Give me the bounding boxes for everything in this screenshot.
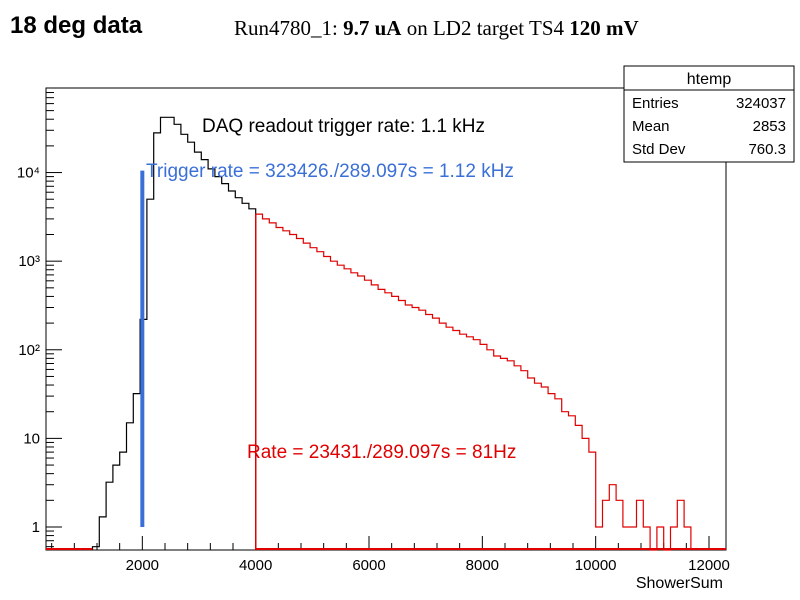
y-tick-label: 10² xyxy=(18,342,40,359)
x-axis-label: ShowerSum xyxy=(636,575,723,592)
x-tick-label: 10000 xyxy=(575,557,617,574)
x-tick-label: 4000 xyxy=(239,557,272,574)
y-tick-label: 1 xyxy=(32,519,40,536)
x-tick-label: 12000 xyxy=(688,557,730,574)
daq-annotation: DAQ readout trigger rate: 1.1 kHz xyxy=(202,116,485,137)
stats-stddev-value: 760.3 xyxy=(748,141,786,158)
series-layer xyxy=(46,116,726,551)
axis-ticks xyxy=(46,87,710,550)
stats-entries-label: Entries xyxy=(632,95,679,112)
run-info: Run4780_1: 9.7 uA on LD2 target TS4 120 … xyxy=(234,16,639,41)
axis-tick-labels: 2000 4000 6000 8000 10000 12000 1 10 10² 10³ 10⁴ xyxy=(17,165,730,574)
histogram-series-1 xyxy=(255,213,692,551)
stats-entries-value: 324037 xyxy=(736,95,786,112)
rate-annotation: Rate = 23431./289.097s = 81Hz xyxy=(247,442,516,463)
stats-mean-value: 2853 xyxy=(753,118,786,135)
x-tick-label: 8000 xyxy=(466,557,499,574)
stats-stddev-label: Std Dev xyxy=(632,141,686,158)
stats-box-title: htemp xyxy=(687,71,732,88)
x-tick-label: 6000 xyxy=(352,557,385,574)
y-tick-label: 10⁴ xyxy=(17,165,40,182)
beam-current: 9.7 uA xyxy=(343,16,402,40)
stats-box: htemp Entries 324037 Mean 2853 Std Dev 7… xyxy=(623,65,795,163)
stats-mean-label: Mean xyxy=(632,118,670,135)
x-tick-label: 2000 xyxy=(126,557,159,574)
slide-title: 18 deg data xyxy=(10,12,143,39)
run-info-prefix: Run4780_1: xyxy=(234,16,344,40)
histogram-series-0 xyxy=(91,116,257,550)
run-info-target: on LD2 target TS4 xyxy=(401,16,570,40)
trigger-rate-annotation: Trigger rate = 323426./289.097s = 1.12 k… xyxy=(146,161,514,182)
y-tick-label: 10 xyxy=(23,430,40,447)
y-tick-label: 10³ xyxy=(18,253,40,270)
marker-layer xyxy=(140,170,257,550)
threshold-voltage: 120 mV xyxy=(569,16,639,40)
